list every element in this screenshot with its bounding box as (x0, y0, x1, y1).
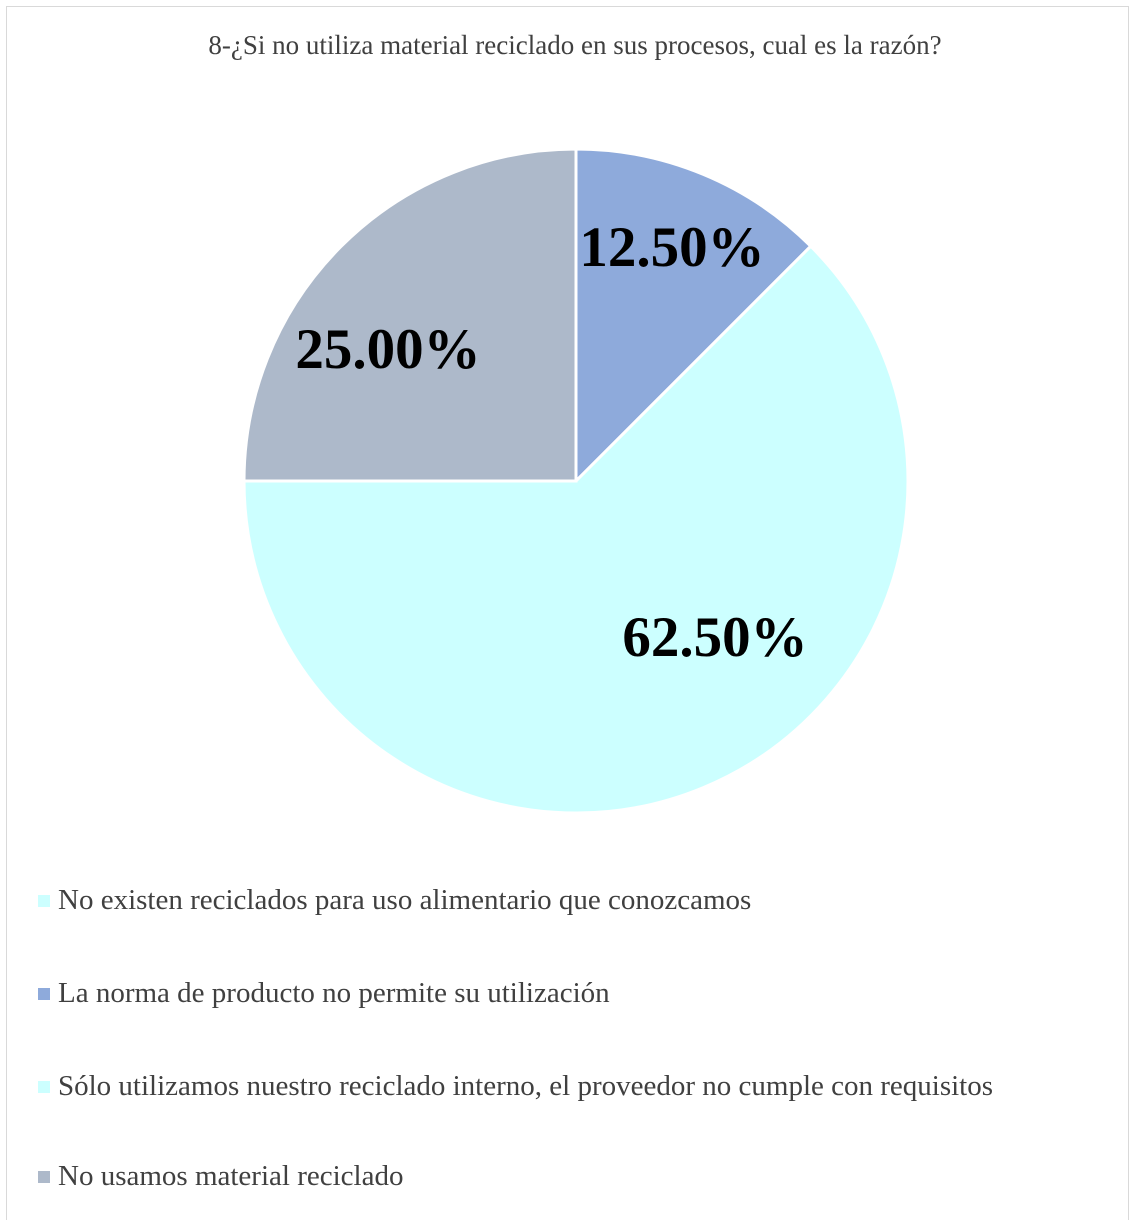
legend-label: No usamos material reciclado (58, 1160, 404, 1192)
legend-label: Sólo utilizamos nuestro reciclado intern… (58, 1070, 994, 1102)
slice-data-label: 25.00% (295, 318, 480, 381)
pie-slice (242, 244, 910, 815)
legend-item: Sólo utilizamos nuestro reciclado intern… (38, 1070, 993, 1103)
pie-slice (574, 147, 813, 485)
legend-swatch (38, 1170, 50, 1183)
chart-title: 8-¿Si no utiliza material reciclado en s… (208, 30, 942, 60)
slice-data-label: 62.50% (622, 606, 807, 669)
chart-frame (6, 6, 1129, 1220)
legend-item: No existen reciclados para uso alimentar… (38, 884, 751, 917)
legend-item: No usamos material reciclado (38, 1160, 403, 1193)
legend-item: La norma de producto no permite su utili… (38, 977, 610, 1010)
slice-data-label: 12.50% (579, 216, 764, 279)
legend-swatch (38, 894, 50, 907)
legend-label: La norma de producto no permite su utili… (58, 977, 610, 1009)
legend-label: No existen reciclados para uso alimentar… (58, 884, 752, 916)
legend-swatch (38, 987, 50, 1000)
pie-slice (242, 147, 578, 483)
legend-swatch (38, 1080, 50, 1093)
